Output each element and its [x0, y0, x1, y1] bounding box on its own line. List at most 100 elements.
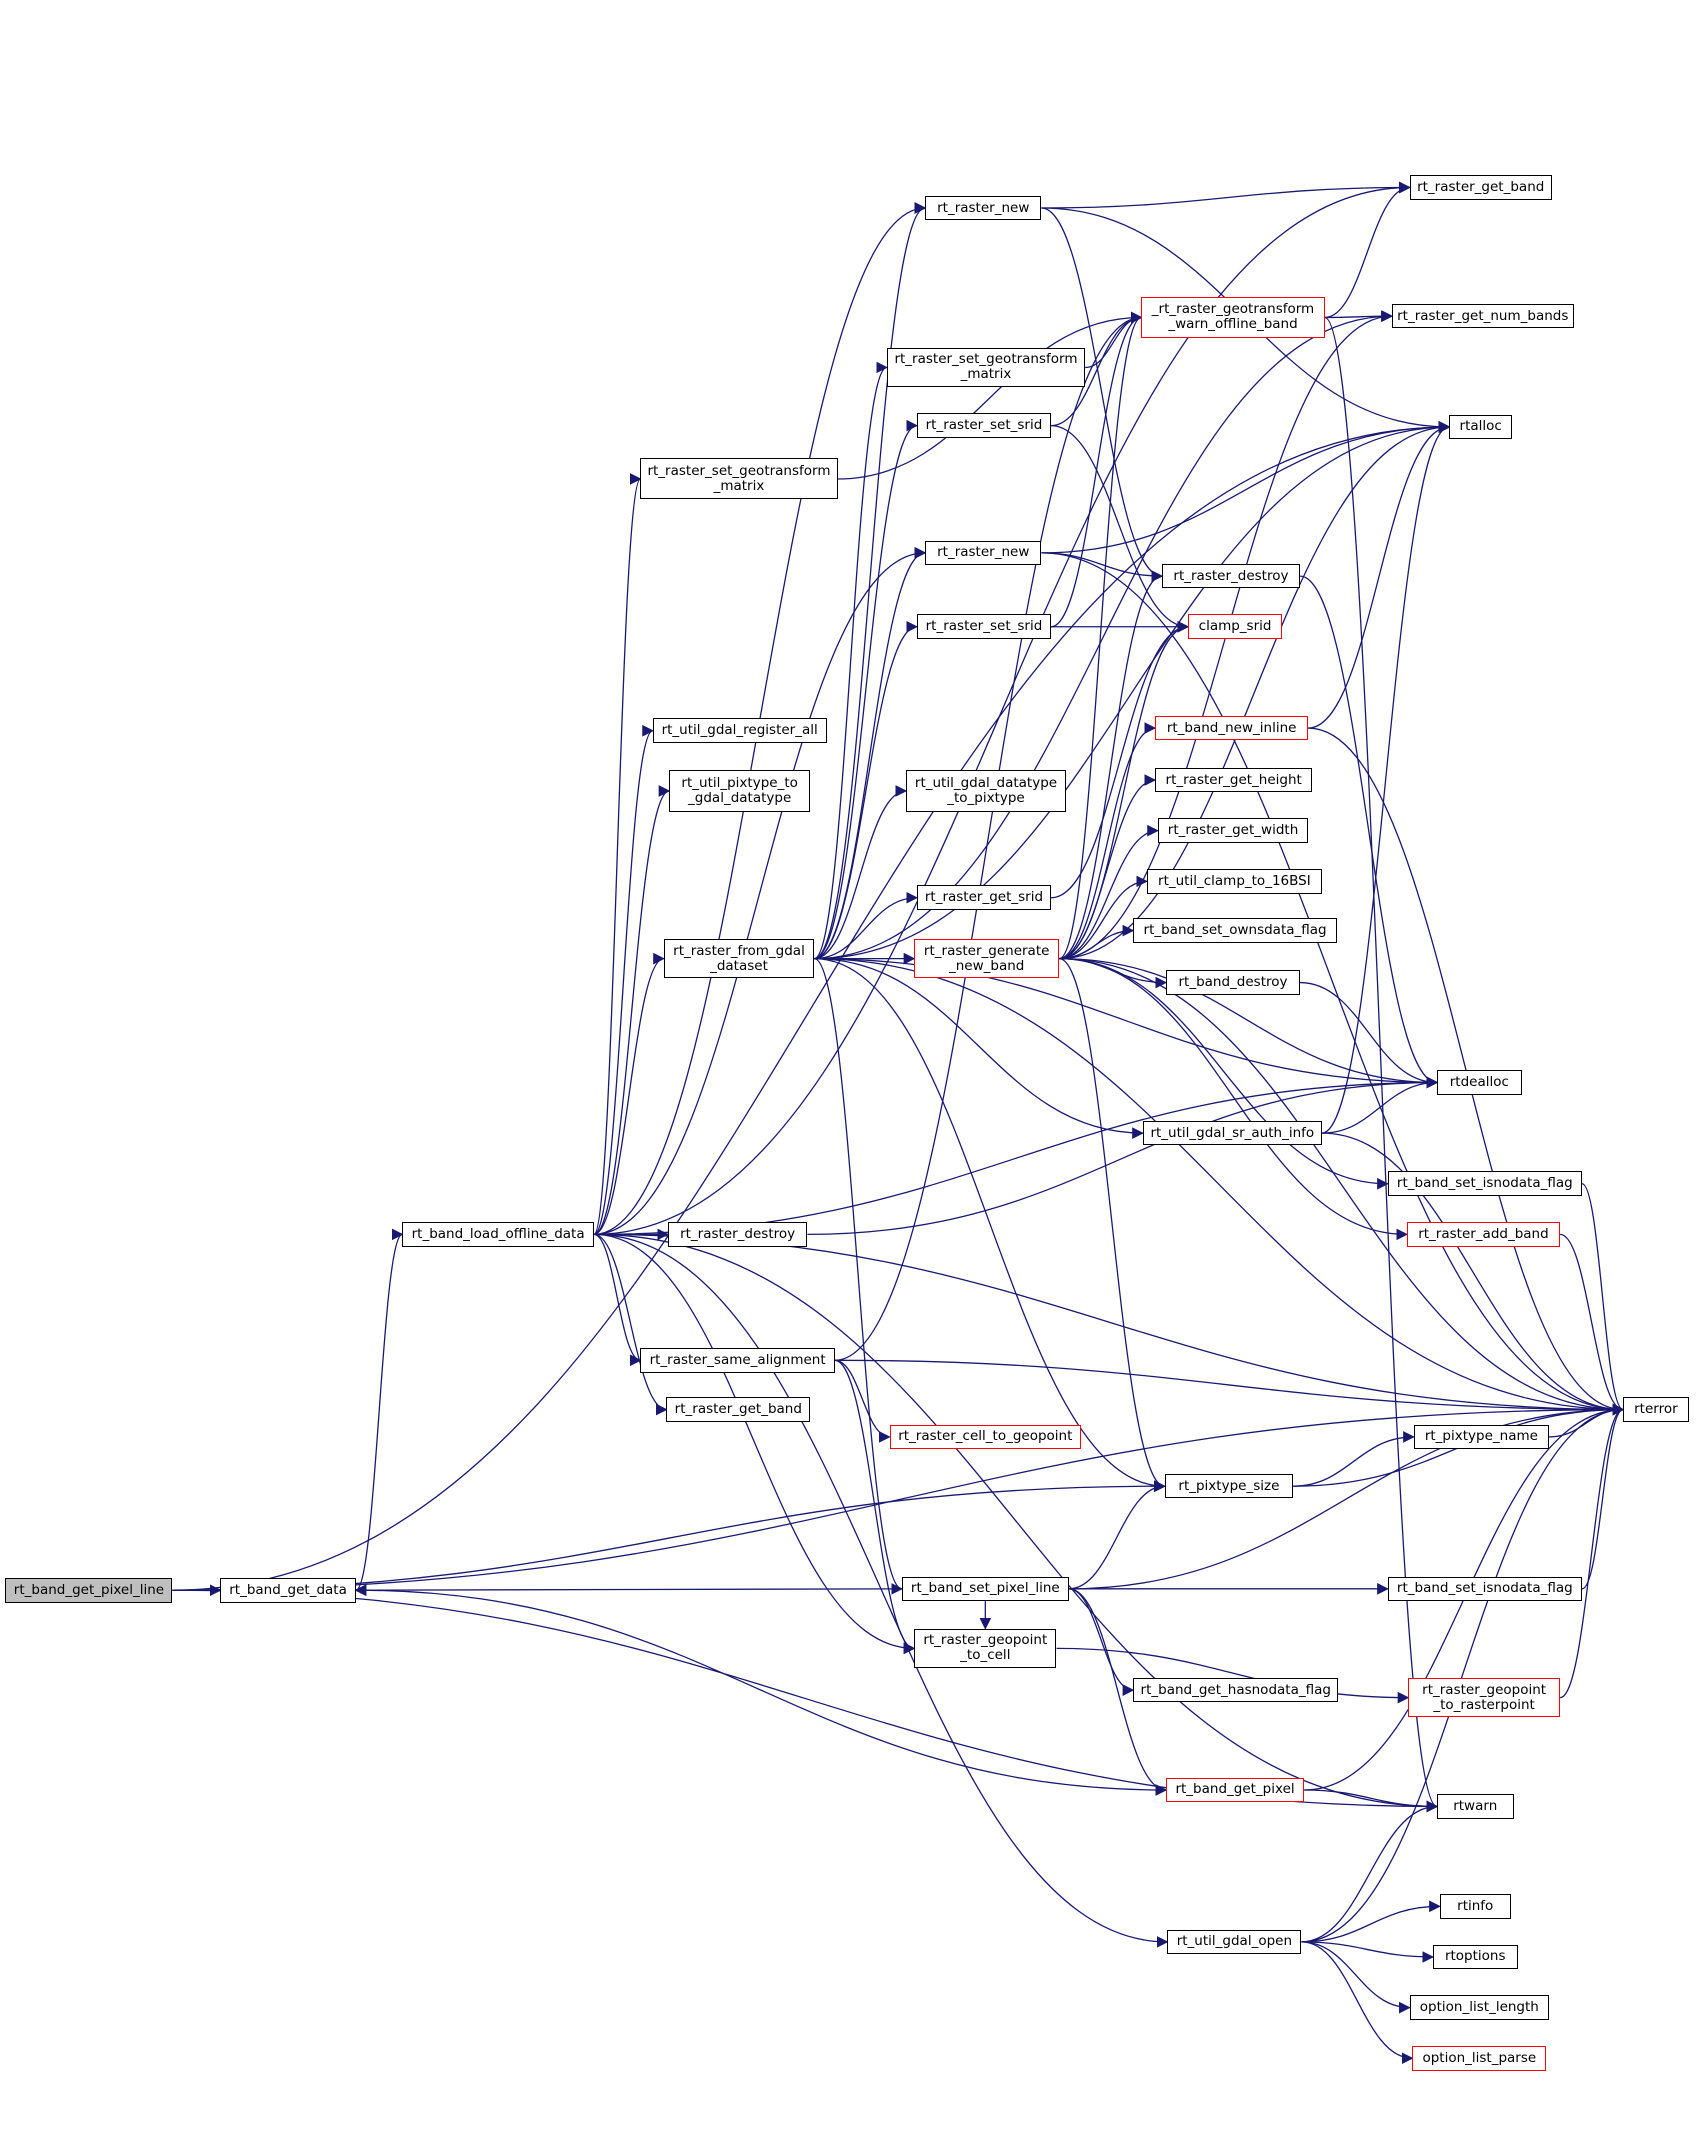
function-node-clamp-srid[interactable]: clamp_srid	[1187, 614, 1283, 640]
function-node-option-list-length[interactable]: option_list_length	[1409, 1995, 1550, 2020]
function-node-rt-pixtype-size[interactable]: rt_pixtype_size	[1164, 1473, 1294, 1499]
call-edge-n3-n14	[593, 547, 927, 1236]
function-node-rt-util-gdal-open[interactable]: rt_util_gdal_open	[1167, 1929, 1302, 1955]
call-edge-n21-n43	[1056, 1647, 1410, 1704]
function-node-rt-band-set-ownsdata-flag[interactable]: rt_band_set_ownsdata_flag	[1133, 918, 1338, 943]
call-edge-n3-n45	[593, 1233, 1439, 1813]
call-edge-n13-n18	[1051, 311, 1143, 427]
call-edge-n19-n28	[1059, 620, 1190, 960]
function-node-rt-raster-set-geotransform-matrix[interactable]: rt_raster_set_geotransform _matrix	[640, 458, 838, 500]
call-edge-n34-n35	[1300, 981, 1439, 1089]
call-edge-n19-n29	[1059, 722, 1157, 960]
call-edge-n19-n26	[1059, 421, 1451, 960]
call-edge-n27-n35	[1300, 575, 1439, 1089]
function-node-rt-raster-new[interactable]: rt_raster_new	[925, 540, 1042, 566]
function-node-rt-raster-geopoint-to-rasterpoint[interactable]: rt_raster_geopoint _to_rasterpoint	[1408, 1677, 1561, 1718]
call-edge-n29-n39	[1308, 727, 1625, 1416]
function-node-rt-raster-get-band[interactable]: rt_raster_get_band	[666, 1397, 811, 1422]
call-edge-n7-n18	[837, 311, 1143, 480]
function-node-rtinfo[interactable]: rtinfo	[1439, 1894, 1511, 1919]
call-edge-n19-n30	[1059, 774, 1157, 960]
function-node-rt-band-set-pixel-line[interactable]: rt_band_set_pixel_line	[901, 1576, 1069, 1602]
function-node-rt-raster-destroy[interactable]: rt_raster_destroy	[1161, 563, 1301, 589]
call-edge-n44-n45	[1304, 1789, 1439, 1813]
call-edge-n10-n26	[814, 421, 1451, 960]
function-node-rtalloc[interactable]: rtalloc	[1449, 414, 1513, 440]
function-node-rt-util-gdal-register-all[interactable]: rt_util_gdal_register_all	[652, 718, 827, 744]
function-node-rt-raster-new[interactable]: rt_raster_new	[925, 195, 1042, 221]
function-node-rt-raster-geopoint-to-cell[interactable]: rt_raster_geopoint _to_cell	[914, 1628, 1057, 1669]
function-node-rtwarn[interactable]: rtwarn	[1436, 1794, 1514, 1819]
call-edge-n19-n23	[1059, 957, 1166, 1492]
function-node-rt-raster-generate-new-band[interactable]: rt_raster_generate _new_band	[914, 938, 1060, 979]
function-node-rtdealloc[interactable]: rtdealloc	[1436, 1070, 1522, 1095]
call-edge-n3-n46	[593, 1233, 1169, 1948]
call-edge-n10-n39	[814, 957, 1625, 1416]
call-edge-n3-n39	[593, 1233, 1625, 1416]
function-node-option-list-parse[interactable]: option_list_parse	[1412, 2045, 1547, 2071]
function-node-rt-raster-get-num-bands[interactable]: rt_raster_get_num_bands	[1391, 303, 1574, 329]
function-node-rt-raster-get-width[interactable]: rt_raster_get_width	[1157, 818, 1309, 843]
call-edge-n5-n39	[834, 1359, 1625, 1416]
function-node-rt-band-get-data[interactable]: rt_band_get_data	[220, 1577, 356, 1603]
function-node-rt-band-get-hasnodata-flag[interactable]: rt_band_get_hasnodata_flag	[1133, 1677, 1339, 1703]
call-edge-n5-n18	[834, 311, 1143, 1361]
call-edge-n37-n39	[1581, 1183, 1625, 1416]
function-node-rt-band-set-isnodata-flag[interactable]: rt_band_set_isnodata_flag	[1387, 1576, 1582, 1602]
function-node-rt-pixtype-name[interactable]: rt_pixtype_name	[1413, 1424, 1550, 1450]
function-node-rt-util-gdal-datatype-to-pixtype[interactable]: rt_util_gdal_datatype _to_pixtype	[905, 770, 1067, 812]
function-node-rt-band-set-isnodata-flag[interactable]: rt_band_set_isnodata_flag	[1387, 1171, 1582, 1197]
call-edge-n36-n39	[1321, 1132, 1625, 1416]
call-edge-n10-n22	[814, 957, 904, 1595]
function-node-rt-raster-destroy[interactable]: rt_raster_destroy	[667, 1222, 808, 1247]
function-node-rt-util-clamp-to-16BSI[interactable]: rt_util_clamp_to_16BSI	[1146, 868, 1322, 894]
function-node-rt-raster-cell-to-geopoint[interactable]: rt_raster_cell_to_geopoint	[889, 1424, 1082, 1450]
call-edge-n36-n35	[1321, 1076, 1439, 1134]
call-edge-n10-n36	[814, 957, 1144, 1139]
function-node-rt-band-get-pixel-line[interactable]: rt_band_get_pixel_line	[5, 1577, 173, 1603]
call-edge-n10-n23	[814, 957, 1166, 1493]
function-node-rt-raster-same-alignment[interactable]: rt_raster_same_alignment	[640, 1347, 835, 1373]
call-edge-n10-n11	[814, 202, 927, 960]
call-edge-n10-n17	[814, 891, 919, 960]
call-edge-n3-n10	[593, 952, 665, 1236]
function-node-rt-raster-get-srid[interactable]: rt_raster_get_srid	[916, 885, 1051, 911]
call-edge-n46-n48	[1301, 1941, 1434, 1963]
function-node-rt-raster-set-geotransform-matrix[interactable]: rt_raster_set_geotransform _matrix	[886, 347, 1086, 388]
function-node-rterror[interactable]: rterror	[1623, 1397, 1689, 1422]
call-edge-n19-n35	[1059, 957, 1439, 1089]
call-edge-n19-n27	[1059, 570, 1164, 960]
call-edge-n10-n13	[814, 419, 919, 960]
call-edge-n22-n42	[1068, 1588, 1135, 1696]
function-node-rtoptions[interactable]: rtoptions	[1432, 1944, 1518, 1970]
call-edge-n19-n18	[1058, 311, 1143, 960]
call-edge-n36-n26	[1321, 421, 1451, 1134]
call-edge-n18-n24	[1324, 181, 1411, 319]
function-node-rt-util-gdal-sr-auth-info[interactable]: rt_util_gdal_sr_auth_info	[1142, 1120, 1322, 1146]
function-node-rt-raster-from-gdal-dataset[interactable]: rt_raster_from_gdal _dataset	[663, 938, 815, 979]
function-node-rt-util-pixtype-to-gdal-datatype[interactable]: rt_util_pixtype_to _gdal_datatype	[669, 770, 811, 812]
call-edge-n15-n18	[1050, 311, 1143, 628]
call-edge-n38-n39	[1559, 1233, 1625, 1416]
call-edge-n10-n15	[814, 620, 919, 960]
function-node-rt-band-get-pixel[interactable]: rt_band_get_pixel	[1165, 1777, 1305, 1803]
call-edge-n1-n39	[172, 1403, 1625, 1591]
function-node-rt-raster-get-height[interactable]: rt_raster_get_height	[1155, 767, 1313, 793]
function-node-rt-band-destroy[interactable]: rt_band_destroy	[1165, 970, 1301, 995]
call-edge-n19-n38	[1059, 957, 1408, 1241]
function-node-rt-band-load-offline-data[interactable]: rt_band_load_offline_data	[402, 1222, 594, 1247]
call-edge-n43-n39	[1559, 1403, 1625, 1699]
call-edge-n46-n47	[1301, 1900, 1441, 1943]
call-edge-n11-n24	[1041, 181, 1411, 209]
call-edge-n29-n26	[1308, 421, 1451, 729]
function-node-rt-raster-set-srid[interactable]: rt_raster_set_srid	[916, 413, 1051, 438]
function-node-rt-raster-get-band[interactable]: rt_raster_get_band	[1409, 175, 1552, 200]
call-edge-n22-n23	[1068, 1480, 1166, 1590]
function-node-rt-raster-geotransform-warn-offline-band[interactable]: _rt_raster_geotransform _warn_offline_ba…	[1141, 296, 1325, 338]
function-node-rt-raster-set-srid[interactable]: rt_raster_set_srid	[916, 614, 1051, 640]
function-node-rt-band-new-inline[interactable]: rt_band_new_inline	[1155, 715, 1309, 741]
call-edge-n44-n2	[354, 1584, 1166, 1791]
function-node-rt-raster-add-band[interactable]: rt_raster_add_band	[1406, 1222, 1561, 1247]
call-edge-n14-n39	[1041, 552, 1625, 1416]
